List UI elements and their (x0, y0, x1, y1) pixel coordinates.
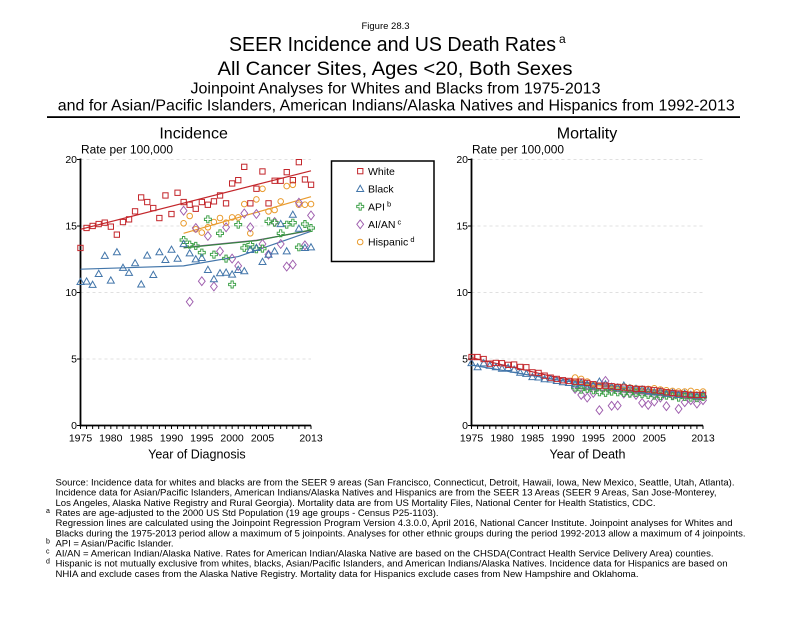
svg-text:2000: 2000 (612, 433, 636, 445)
svg-text:AI/AN c: AI/AN c (368, 217, 402, 231)
svg-text:Figure 28.3: Figure 28.3 (361, 21, 409, 32)
svg-text:10: 10 (65, 287, 77, 299)
svg-text:Rate per 100,000: Rate per 100,000 (81, 145, 173, 157)
svg-text:2000: 2000 (220, 433, 244, 445)
svg-text:Hispanic d: Hispanic d (368, 235, 415, 249)
svg-text:1980: 1980 (490, 433, 514, 445)
svg-text:2013: 2013 (299, 433, 323, 445)
svg-text:1990: 1990 (160, 433, 184, 445)
svg-text:2005: 2005 (643, 433, 667, 445)
svg-text:10: 10 (456, 287, 468, 299)
svg-text:a: a (559, 32, 566, 46)
svg-text:1985: 1985 (130, 433, 154, 445)
svg-text:Los Angeles, Alaska Native Reg: Los Angeles, Alaska Native Registry and … (56, 498, 656, 508)
svg-text:1990: 1990 (551, 433, 575, 445)
svg-text:1975: 1975 (460, 433, 484, 445)
svg-text:Regression lines are calculate: Regression lines are calculated using th… (56, 518, 733, 528)
svg-text:d: d (46, 559, 50, 566)
svg-text:0: 0 (462, 420, 468, 432)
svg-text:White: White (368, 166, 395, 178)
svg-text:Mortality: Mortality (557, 126, 617, 143)
svg-text:Rate per 100,000: Rate per 100,000 (472, 145, 564, 157)
svg-text:and for Asian/Pacific Islander: and for Asian/Pacific Islanders, America… (58, 98, 735, 115)
svg-text:SEER Incidence and US Death Ra: SEER Incidence and US Death Rates (229, 34, 556, 56)
svg-text:NHIA and exclude cases from th: NHIA and exclude cases from the Alaska N… (56, 569, 639, 579)
svg-text:1980: 1980 (99, 433, 123, 445)
svg-text:API = Asian/Pacific Islander.: API = Asian/Pacific Islander. (56, 538, 174, 548)
svg-text:20: 20 (456, 154, 468, 166)
svg-text:15: 15 (65, 221, 77, 233)
svg-text:1985: 1985 (521, 433, 545, 445)
svg-text:Black: Black (368, 184, 394, 196)
svg-text:Source: Incidence data for wh: Source: Incidence data for whites and bl… (56, 478, 735, 488)
svg-text:Joinpoint Analyses for Whites: Joinpoint Analyses for Whites and Blacks… (191, 81, 601, 98)
svg-text:20: 20 (65, 154, 77, 166)
svg-text:Year of Diagnosis: Year of Diagnosis (148, 447, 246, 461)
svg-text:a: a (46, 508, 50, 515)
svg-text:1995: 1995 (190, 433, 214, 445)
svg-text:c: c (46, 549, 50, 556)
svg-text:0: 0 (71, 420, 77, 432)
svg-text:2013: 2013 (691, 433, 715, 445)
svg-text:1995: 1995 (582, 433, 606, 445)
svg-text:5: 5 (71, 354, 77, 366)
svg-text:Incidence: Incidence (159, 126, 228, 143)
svg-text:Year of Death: Year of Death (550, 447, 626, 461)
svg-text:Incidence data for Asian/Pacif: Incidence data for Asian/Pacific Islande… (56, 488, 717, 498)
svg-text:15: 15 (456, 221, 468, 233)
svg-text:2005: 2005 (251, 433, 275, 445)
svg-text:All Cancer Sites, Ages <20, Bo: All Cancer Sites, Ages <20, Both Sexes (218, 58, 573, 80)
svg-text:AI/AN = American Indian/Alaska: AI/AN = American Indian/Alaska Native. R… (56, 549, 714, 559)
svg-text:Blacks during the 1975-2013 pe: Blacks during the 1975-2013 period allow… (56, 528, 746, 538)
svg-text:Hispanic is not mutually exclu: Hispanic is not mutually exclusive from … (56, 559, 728, 569)
svg-text:1975: 1975 (69, 433, 93, 445)
svg-text:Rates are age-adjusted to the: Rates are age-adjusted to the 2000 US St… (56, 508, 439, 518)
svg-text:5: 5 (462, 354, 468, 366)
svg-text:b: b (46, 538, 50, 545)
